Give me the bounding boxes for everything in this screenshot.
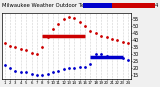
Text: Milwaukee Weather Outdoor Temperature vs Dew Point (24 Hours): Milwaukee Weather Outdoor Temperature vs… (2, 3, 160, 8)
